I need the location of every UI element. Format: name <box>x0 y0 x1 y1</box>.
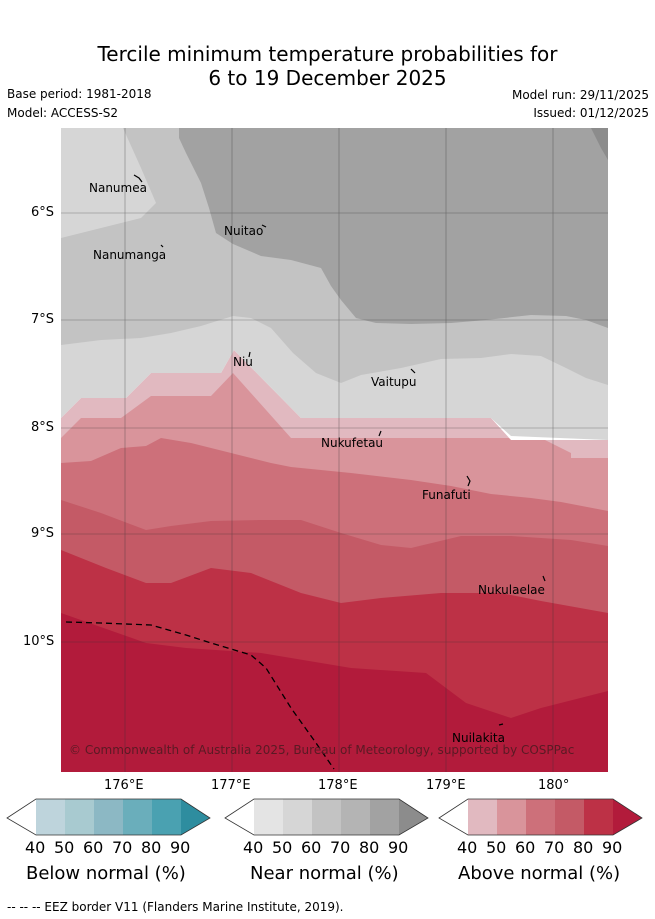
near-90-region <box>591 128 608 160</box>
lon-tick-180: 180° <box>538 778 570 793</box>
place-label-vaitupu: Vaitupu <box>371 375 417 389</box>
lat-tick-10s: 10°S <box>23 634 55 649</box>
colorbar-title-above: Above normal (%) <box>458 863 621 884</box>
colorbar-above-40-50 <box>468 799 497 835</box>
funafuti-island <box>466 475 471 487</box>
place-label-nanumanga: Nanumanga <box>93 248 167 262</box>
place-label-funafuti: Funafuti <box>422 488 471 502</box>
place-label-niu: Niu <box>233 355 253 369</box>
nuitao-island <box>261 224 267 228</box>
lon-tick-178e: 178°E <box>318 778 358 793</box>
near-tick-60: 60 <box>301 838 322 857</box>
nanumea-island <box>133 174 143 183</box>
colorbar-above-60-70 <box>526 799 555 835</box>
nukulaelae-island <box>542 575 546 582</box>
colorbar-above-under-arrow <box>439 799 468 835</box>
colorbar-below-80-90 <box>152 799 181 835</box>
colorbar-above-normal <box>438 798 643 836</box>
above-tick-50: 50 <box>486 838 507 857</box>
colorbar-above-over-arrow <box>613 799 642 835</box>
model-name: Model: ACCESS-S2 <box>7 106 119 120</box>
colorbar-near-70-80 <box>341 799 370 835</box>
colorbar-near-40-50 <box>254 799 283 835</box>
colorbar-near-60-70 <box>312 799 341 835</box>
near-60-region-north <box>61 128 156 238</box>
nuilakita-island <box>498 723 504 726</box>
lon-tick-176e: 176°E <box>104 778 144 793</box>
probability-map <box>61 128 608 772</box>
colorbar-below-70-80 <box>123 799 152 835</box>
below-tick-70: 70 <box>112 838 133 857</box>
base-period: Base period: 1981-2018 <box>7 87 152 101</box>
above-tick-90: 90 <box>602 838 623 857</box>
place-label-nukulaelae: Nukulaelae <box>478 583 545 597</box>
colorbar-below-under-arrow <box>7 799 36 835</box>
lat-tick-9s: 9°S <box>31 526 55 541</box>
colorbar-near-over-arrow <box>399 799 428 835</box>
colorbar-above-50-60 <box>497 799 526 835</box>
graticule <box>61 128 608 772</box>
niu-island <box>248 351 251 358</box>
below-tick-40: 40 <box>25 838 46 857</box>
below-tick-80: 80 <box>141 838 162 857</box>
near-80-region <box>179 128 608 328</box>
colorbar-near-50-60 <box>283 799 312 835</box>
eez-footnote: -- -- -- EEZ border V11 (Flanders Marine… <box>7 900 344 914</box>
above-tick-70: 70 <box>544 838 565 857</box>
colorbars <box>6 798 643 836</box>
colorbar-above-70-80 <box>555 799 584 835</box>
near-tick-40: 40 <box>243 838 264 857</box>
below-tick-90: 90 <box>170 838 191 857</box>
colorbar-below-40-50 <box>36 799 65 835</box>
nanumanga-island <box>160 244 164 248</box>
near-tick-50: 50 <box>272 838 293 857</box>
island-outlines <box>133 174 546 726</box>
near-tick-90: 90 <box>388 838 409 857</box>
place-label-nuilakita: Nuilakita <box>452 731 505 745</box>
place-label-nukufetau: Nukufetau <box>321 436 384 450</box>
above-tick-80: 80 <box>573 838 594 857</box>
colorbar-below-50-60 <box>65 799 94 835</box>
colorbar-title-near: Near normal (%) <box>250 863 399 884</box>
colorbar-below-normal <box>6 798 211 836</box>
lat-tick-6s: 6°S <box>31 205 55 220</box>
colorbar-above-80-90 <box>584 799 613 835</box>
above-tick-40: 40 <box>457 838 478 857</box>
above-tick-60: 60 <box>515 838 536 857</box>
lat-tick-8s: 8°S <box>31 420 55 435</box>
colorbar-near-normal <box>224 798 429 836</box>
near-tick-80: 80 <box>359 838 380 857</box>
colorbar-near-under-arrow <box>225 799 254 835</box>
colorbar-near-80-90 <box>370 799 399 835</box>
map-title-line2: 6 to 19 December 2025 <box>208 66 447 90</box>
place-label-nanumea: Nanumea <box>89 181 147 195</box>
colorbar-title-below: Below normal (%) <box>26 863 186 884</box>
model-run: Model run: 29/11/2025 <box>511 88 649 102</box>
below-tick-60: 60 <box>83 838 104 857</box>
copyright-credit: © Commonwealth of Australia 2025, Bureau… <box>69 743 575 757</box>
nukufetau-island <box>378 430 382 437</box>
eez-border <box>65 621 335 770</box>
colorbar-below-60-70 <box>94 799 123 835</box>
lon-tick-177e: 177°E <box>211 778 251 793</box>
issued-date: Issued: 01/12/2025 <box>533 106 649 120</box>
place-label-nuitao: Nuitao <box>224 224 264 238</box>
near-tick-70: 70 <box>330 838 351 857</box>
lon-tick-179e: 179°E <box>426 778 466 793</box>
colorbar-below-over-arrow <box>181 799 210 835</box>
below-tick-50: 50 <box>54 838 75 857</box>
vaitupu-island <box>410 368 416 374</box>
lat-tick-7s: 7°S <box>31 312 55 327</box>
map-title-line1: Tercile minimum temperature probabilitie… <box>97 42 558 66</box>
